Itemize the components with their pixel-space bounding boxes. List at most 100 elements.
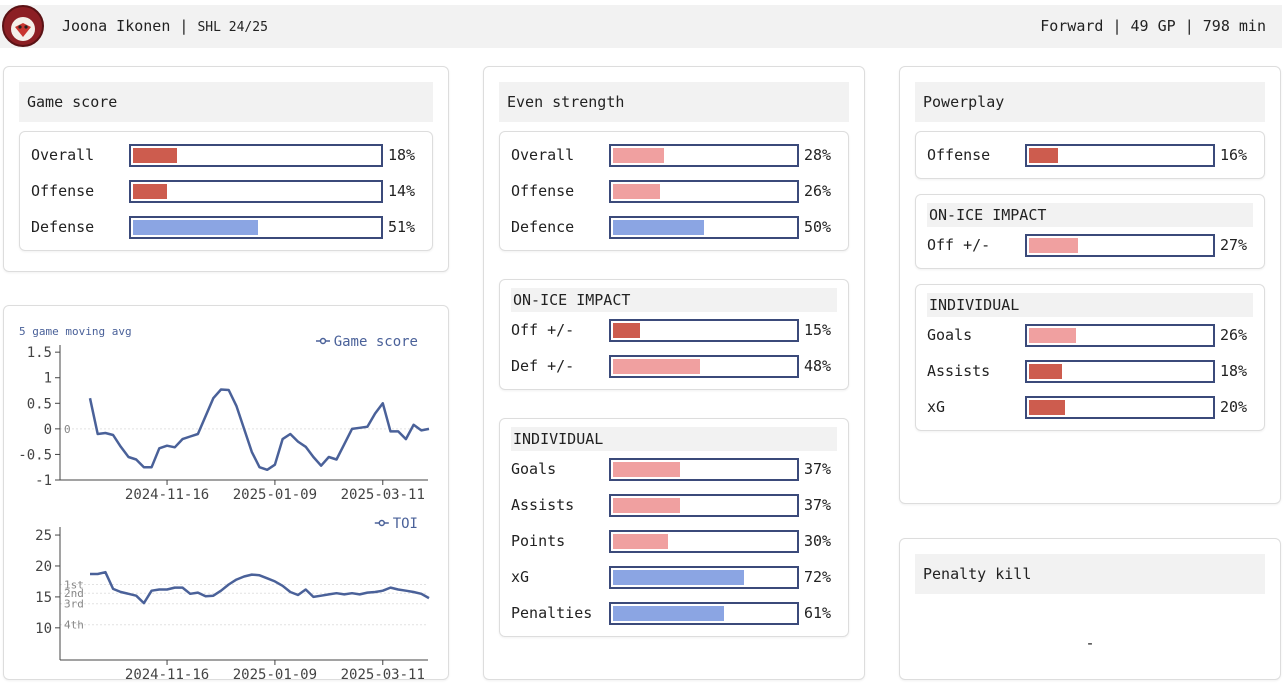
stat-row: Overall 18%: [31, 137, 421, 173]
bar-fill: [613, 322, 641, 338]
header-right: Forward | 49 GP | 798 min: [1040, 5, 1266, 48]
bar-fill: [613, 461, 681, 477]
stat-label: Defense: [31, 218, 95, 236]
bar-track: [1025, 143, 1215, 167]
stat-row: Offense 14%: [31, 173, 421, 209]
stat-row: Off +/- 15%: [511, 312, 837, 348]
y-tick-label: 10: [35, 621, 52, 637]
charts: 0 -1 -0.5 0 0.5 1 1.5 2024-11-16 2025-01-09 2025-…: [18, 325, 430, 683]
stat-value: 18%: [1220, 362, 1248, 380]
bar-track: [609, 143, 799, 167]
stat-row: Overall 28%: [511, 137, 837, 173]
stat-value: 26%: [1220, 326, 1248, 344]
panel-title: Game score: [19, 82, 433, 122]
bar-fill: [1029, 237, 1079, 253]
stat-label: Defence: [511, 218, 575, 236]
stat-label: Overall: [511, 146, 575, 164]
stat-value: 18%: [388, 146, 416, 164]
stat-label: Offense: [927, 146, 991, 164]
bar-fill: [133, 219, 259, 235]
x-tick-label: 2025-03-11: [341, 487, 425, 503]
stat-value: 16%: [1220, 146, 1248, 164]
bar-track: [609, 354, 799, 378]
bar-track: [1025, 359, 1215, 383]
stat-row: Offense 16%: [927, 137, 1253, 173]
panel-card: Even strength Overall 28% Offense 26% Defence…: [483, 66, 865, 680]
series-line: [88, 388, 430, 472]
stat-label: Penalties: [511, 604, 593, 622]
stat-label: Off +/-: [511, 321, 575, 339]
legend-marker: [378, 519, 386, 527]
stat-value: 20%: [1220, 398, 1248, 416]
bar-fill: [1029, 147, 1059, 163]
bar-track: [129, 143, 383, 167]
stat-label: Overall: [31, 146, 95, 164]
stat-value: 72%: [804, 568, 832, 586]
x-tick-label: 2024-11-16: [125, 667, 209, 683]
stat-value: 48%: [804, 357, 832, 375]
panel-title: Powerplay: [915, 82, 1265, 122]
stat-label: xG: [927, 398, 946, 416]
bar-track: [609, 318, 799, 342]
y-tick-label: -0.5: [18, 447, 52, 463]
bar-track: [1025, 233, 1215, 257]
panel-card: Penalty kill -: [899, 538, 1281, 680]
legend-label: Game score: [334, 334, 418, 350]
stat-value: 61%: [804, 604, 832, 622]
bar-track: [609, 215, 799, 239]
bar-track: [1025, 323, 1215, 347]
stat-label: Goals: [927, 326, 973, 344]
player-name: Joona Ikonen: [62, 17, 171, 35]
header: Joona Ikonen | SHL 24/25 Forward | 49 GP…: [0, 5, 1282, 48]
minutes: 798 min: [1202, 17, 1266, 35]
stat-label: Assists: [927, 362, 991, 380]
bar-track: [609, 457, 799, 481]
stat-row: Goals 26%: [927, 317, 1253, 353]
bar-fill: [1029, 363, 1062, 379]
panel-card: Game score Overall 18% Offense 14% Defense 51%: [3, 66, 449, 272]
y-tick-label: 0: [44, 422, 52, 438]
stat-row: Def +/- 48%: [511, 348, 837, 384]
group-title: INDIVIDUAL: [927, 293, 1253, 317]
separator: |: [179, 17, 189, 35]
stat-group: INDIVIDUAL Goals 26% Assists 18% xG 20%: [915, 284, 1265, 431]
chart-card: [3, 305, 449, 680]
y-tick-label: -1: [35, 473, 52, 489]
chart-subtitle: 5 game moving avg: [19, 325, 132, 338]
empty-value: -: [1085, 634, 1095, 652]
stat-row: Offense 26%: [511, 173, 837, 209]
stat-label: Goals: [511, 460, 557, 478]
stat-label: Assists: [511, 496, 575, 514]
separator: |: [1184, 17, 1194, 35]
stat-group: INDIVIDUAL Goals 37% Assists 37% Points 30% xG 7…: [499, 418, 849, 637]
stat-label: Off +/-: [927, 236, 991, 254]
stat-group: Overall 18% Offense 14% Defense 51%: [19, 131, 433, 251]
bar-track: [609, 601, 799, 625]
stat-value: 37%: [804, 496, 832, 514]
stat-value: 28%: [804, 146, 832, 164]
stat-value: 14%: [388, 182, 416, 200]
stat-row: xG 20%: [927, 389, 1253, 425]
league: SHL 24/25: [197, 20, 268, 35]
stat-row: Goals 37%: [511, 451, 837, 487]
bar-fill: [1029, 327, 1077, 343]
y-tick-label: 25: [35, 528, 52, 544]
bar-fill: [613, 569, 745, 585]
stat-row: Points 30%: [511, 523, 837, 559]
reference-label: 2nd: [64, 587, 84, 600]
x-tick-label: 2025-01-09: [233, 667, 317, 683]
x-tick-label: 2025-01-09: [233, 487, 317, 503]
header-left: Joona Ikonen | SHL 24/25: [62, 5, 268, 49]
bar-track: [609, 565, 799, 589]
position: Forward: [1040, 17, 1104, 35]
y-tick-label: 1: [44, 371, 52, 387]
stat-value: 51%: [388, 218, 416, 236]
stat-value: 15%: [804, 321, 832, 339]
stat-row: Defence 50%: [511, 209, 837, 245]
bar-fill: [613, 358, 701, 374]
bar-fill: [613, 183, 661, 199]
separator: |: [1112, 17, 1122, 35]
stat-group: Overall 28% Offense 26% Defence 50%: [499, 131, 849, 251]
stat-row: Defense 51%: [31, 209, 421, 245]
